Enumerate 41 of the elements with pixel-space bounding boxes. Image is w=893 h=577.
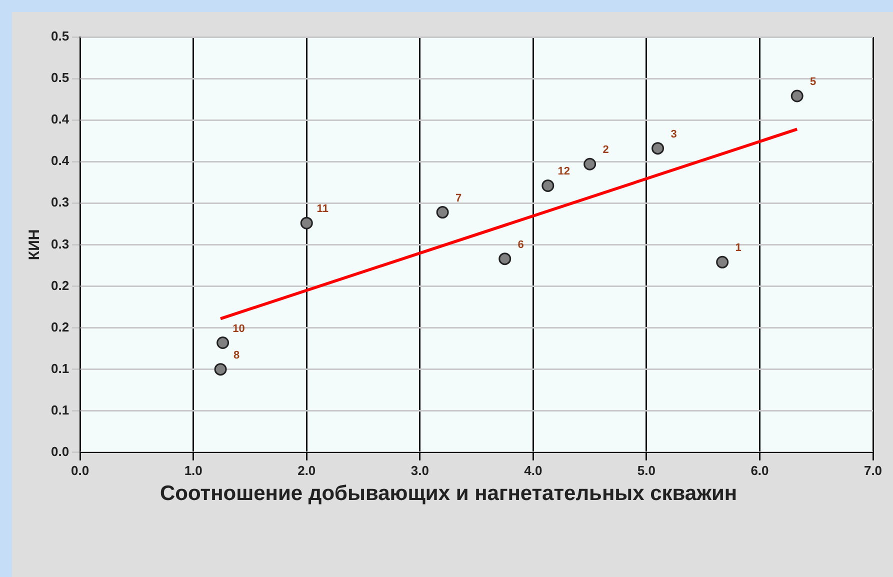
x-tick-label: 0.0 <box>71 462 90 478</box>
point <box>584 158 596 170</box>
y-tick-label: 0.3 <box>50 236 70 252</box>
point <box>498 252 512 266</box>
annotation: 11 <box>316 203 328 216</box>
point <box>790 90 804 102</box>
point <box>216 336 230 349</box>
x-tick-label: 4.0 <box>524 462 542 478</box>
annotation: 12 <box>558 166 570 178</box>
annotation: 5 <box>810 76 816 88</box>
x-tick-label: 1.0 <box>184 462 202 478</box>
y-tick-label: 0.5 <box>50 70 70 86</box>
y-tick-label: 0.1 <box>50 360 70 376</box>
x-tick-label: 5.0 <box>637 462 656 478</box>
point <box>300 216 313 230</box>
y-tick-label: 0.4 <box>50 153 70 168</box>
y-tick-label: 0.4 <box>50 112 70 127</box>
y-tick-label: 0.3 <box>50 194 70 210</box>
x-tick-label: 2.0 <box>298 462 316 478</box>
point <box>214 363 227 376</box>
y-tick-label: 0.1 <box>50 402 70 418</box>
annotation: 3 <box>670 128 677 140</box>
y-axis-title: КИН <box>26 229 44 260</box>
annotation: 6 <box>518 238 524 251</box>
point <box>716 256 729 268</box>
x-axis-title: Соотношение добывающих и нагнетательных скважин <box>160 481 738 507</box>
y-tick-label: 0.5 <box>50 28 70 44</box>
annotation: 7 <box>455 192 462 204</box>
point <box>652 142 664 155</box>
annotation: 8 <box>233 349 240 362</box>
point <box>436 206 449 219</box>
x-tick-label: 3.0 <box>410 462 429 478</box>
point <box>542 179 554 192</box>
y-tick-label: 0.2 <box>50 278 70 293</box>
annotation: 10 <box>232 322 245 335</box>
y-tick-label: 0.0 <box>50 444 70 459</box>
x-tick-label: 6.0 <box>750 462 769 478</box>
x-tick-label: 7.0 <box>864 462 882 478</box>
annotation: 2 <box>602 144 609 156</box>
annotation: 1 <box>735 242 742 254</box>
y-tick-label: 0.2 <box>50 319 70 334</box>
